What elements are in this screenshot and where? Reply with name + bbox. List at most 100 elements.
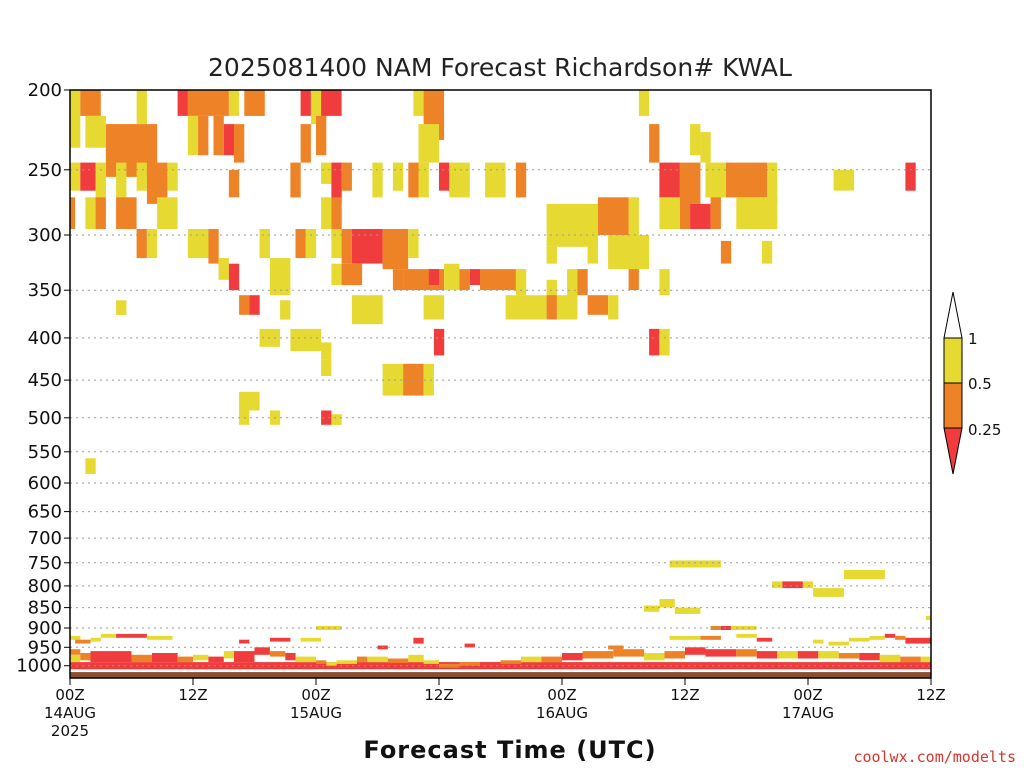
legend-bin-low [943,427,963,475]
legend-label-0.5: 0.5 [968,375,992,393]
heatmap-cell-high [777,651,798,659]
heatmap-cell-low [480,662,501,666]
heatmap-cell-low [905,637,931,644]
ground-surface [70,672,931,678]
heatmap-cell-high [321,197,332,229]
heatmap-cell-mid [664,651,685,659]
heatmap-cell-high [587,235,598,264]
heatmap-cell-high [157,197,178,229]
heatmap-cell-high [608,295,619,320]
heatmap-cell-high [833,169,855,191]
heatmap-cell-mid [95,197,106,229]
heatmap-cell-mid [341,229,352,264]
y-tick-label-300: 300 [28,225,62,246]
heatmap-cell-low [208,656,224,663]
heatmap-cell-mid [187,90,229,116]
heatmap-cell-low [464,643,475,648]
heatmap-cell-mid [608,645,624,650]
heatmap-cell-mid [459,662,480,666]
heatmap-cell-low [116,633,147,638]
y-tick-label-200: 200 [28,80,62,101]
heatmap-cell-high [367,656,388,663]
heatmap-cell-high [423,363,434,396]
heatmap-cell-high [70,635,81,640]
heatmap-cell-low [254,647,270,655]
heatmap-cell-high [116,300,127,315]
heatmap-cell-low [321,90,342,116]
heatmap-cell-high [628,197,639,241]
heatmap-cell-mid [80,90,101,116]
heatmap-cell-low [321,410,332,425]
heatmap-cell-high [218,258,229,280]
heatmap-cell-high [705,162,726,198]
heatmap-cell-high [736,633,757,638]
heatmap-cell-mid [710,626,721,630]
x-tick-label-84-0: 12Z [916,686,945,704]
heatmap-cell-high [505,295,547,320]
x-tick-label-72-0: 00Z [793,686,822,704]
heatmap-cell-mid [341,263,363,286]
x-tick-label-0-2: 2025 [51,722,89,740]
heatmap-cell-mid [316,660,327,664]
heatmap-cell-high [669,560,721,568]
credit-text: coolwx.com/modelts [853,748,1016,766]
heatmap-cell-mid [649,124,660,163]
heatmap-cell-low [428,269,440,285]
heatmap-cell-high [659,269,670,296]
heatmap-cell-high [392,162,404,191]
heatmap-cell-low [562,653,583,661]
heatmap-cell-high [608,235,650,270]
heatmap-cell-high [146,635,173,640]
heatmap-cell-high [193,654,209,661]
heatmap-cell-high [644,653,665,661]
heatmap-cell-mid [341,162,352,191]
x-tick-label-24-0: 00Z [301,686,330,704]
heatmap-cell-high [761,240,773,264]
heatmap-cell-high [331,263,342,286]
heatmap-cell-high [146,229,158,259]
heatmap-cell-high [418,162,429,198]
y-tick-label-750: 750 [28,553,62,574]
heatmap-cell-low [690,203,711,229]
y-tick-label-600: 600 [28,473,62,494]
heatmap-cell-high [849,637,870,642]
heatmap-cell-high [167,162,178,191]
heatmap-cell-high [70,162,81,191]
heatmap-cell-mid [387,658,409,663]
x-tick-label-60-0: 12Z [670,686,699,704]
heatmap-cell-high [290,328,322,352]
heatmap-cell-low [351,229,383,264]
heatmap-cell-mid [895,635,906,640]
heatmap-cell-mid [541,656,562,663]
heatmap-cell-mid [587,295,609,315]
heatmap-cell-high [295,656,316,663]
heatmap-cell-high [659,599,675,608]
y-tick-label-950: 950 [28,637,62,658]
heatmap-cell-low [685,647,706,655]
heatmap-cell-high [269,258,291,296]
heatmap-cell-high [336,660,357,664]
chart-title: 2025081400 NAM Forecast Richardson# KWAL [208,53,792,82]
heatmap-cell-high [372,162,383,198]
heatmap-cell-high [136,90,147,125]
heatmap-cell-mid [838,653,860,659]
heatmap-cell-mid [679,162,701,204]
heatmap-cell-mid [546,295,557,320]
heatmap-cell-high [767,162,778,204]
heatmap-cell-high [700,132,711,163]
heatmap-cell-high [413,90,424,116]
heatmap-cell-high [772,581,783,589]
heatmap-cell-high [920,656,932,663]
heatmap-cell-high [408,654,424,663]
plot-frame [69,89,932,679]
ground-layer [70,672,931,678]
heatmap-cell-mid [239,295,250,315]
heatmap-cell-high [305,229,317,259]
heatmap-cell-mid [382,229,409,270]
heatmap-cell-low [649,328,660,356]
legend: 1 0.5 0.25 [943,291,1001,475]
heatmap-cell-low [756,651,778,659]
heatmap-cell-mid [177,656,193,663]
heatmap-cell-low [269,637,291,642]
